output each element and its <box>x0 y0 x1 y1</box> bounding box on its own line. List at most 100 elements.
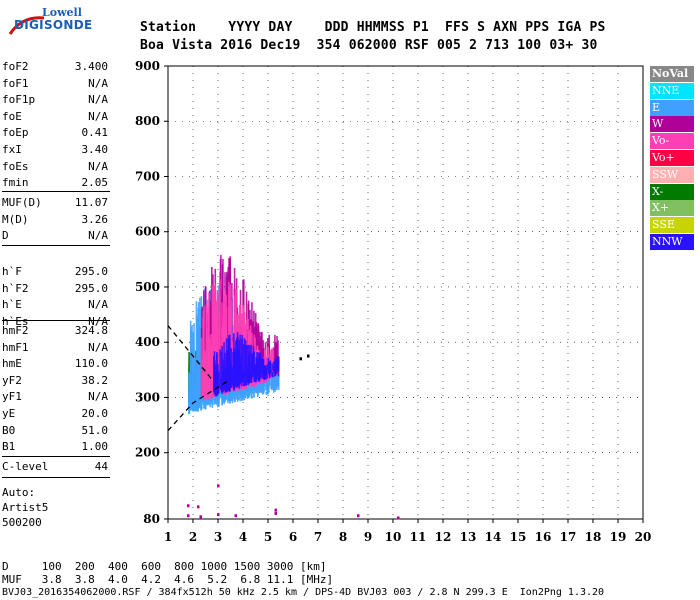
echo-trace-nnw <box>276 361 279 368</box>
x-tick-label: 9 <box>364 530 372 544</box>
legend-item-vo+: Vo+ <box>650 150 694 166</box>
echo-trace-nnw <box>269 361 272 371</box>
param-row: foE N/A <box>2 110 108 126</box>
echo-trace-vo- <box>255 380 258 385</box>
x-tick-label: 6 <box>289 530 297 544</box>
param-value: 0.41 <box>81 126 109 140</box>
echo-trace-w <box>261 331 263 372</box>
echo-trace-e <box>217 405 219 408</box>
echo-trace-e <box>269 371 271 386</box>
param-value: N/A <box>88 314 108 328</box>
param-value: 295.0 <box>74 281 108 295</box>
logo-swoosh-icon <box>8 16 45 35</box>
echo-trace-nnw <box>248 345 251 378</box>
param-row: h`F2 295.0 <box>2 282 108 298</box>
profile-curve-upper <box>167 325 214 382</box>
param-name: fxI <box>2 143 22 156</box>
x-tick-label: 2 <box>189 530 197 544</box>
param-name: hmE <box>2 357 22 371</box>
echo-trace-nnw <box>250 369 253 383</box>
param-value: N/A <box>88 229 108 243</box>
lowell-digisonde-logo: Lowell DIGISONDE <box>4 6 124 46</box>
echo-trace-nnw <box>233 381 236 391</box>
echo-trace-w <box>204 286 207 393</box>
echo-trace-nnw <box>264 365 267 371</box>
echo-trace-nnw <box>255 370 257 374</box>
echo-trace-nnw <box>231 366 234 386</box>
param-row: h`F 295.0 <box>2 265 108 281</box>
echo-trace-nne <box>219 385 221 399</box>
echo-trace-e <box>218 392 220 404</box>
echo-trace-vo- <box>204 350 206 397</box>
echo-trace-nnw <box>226 359 229 388</box>
param-row: hmF1 N/A <box>2 341 108 357</box>
echo-point <box>217 484 220 488</box>
echo-point <box>199 515 202 519</box>
echo-trace-nnw <box>233 348 236 384</box>
echo-trace-nnw <box>256 364 259 376</box>
echo-point <box>274 511 277 515</box>
echo-trace-vo- <box>230 300 233 387</box>
echo-trace-nnw <box>275 360 277 372</box>
echo-trace-e <box>263 384 266 388</box>
echo-trace-vo- <box>224 290 226 395</box>
logo-line2: DIGISONDE <box>14 18 93 32</box>
param-name: hmF1 <box>2 340 29 354</box>
echo-trace-e <box>194 358 197 411</box>
echo-trace-vo- <box>200 337 203 396</box>
legend-item-noval: NoVal <box>650 66 694 82</box>
echo-trace-nnw <box>234 352 236 380</box>
echo-point <box>299 357 302 361</box>
param-row: B0 51.0 <box>2 424 108 440</box>
x-tick-label: 16 <box>535 530 552 544</box>
x-tick-label: 8 <box>339 530 347 544</box>
echo-point <box>217 513 220 517</box>
echo-trace-e <box>227 384 229 404</box>
echo-point <box>274 508 277 512</box>
echo-trace-e <box>193 384 196 405</box>
param-name: fmin <box>2 176 29 190</box>
echo-trace-nnw <box>262 359 264 374</box>
param-value: 3.40 <box>81 143 109 156</box>
param-row: foF1p N/A <box>2 93 108 109</box>
echo-trace-nnw <box>270 370 273 373</box>
echo-trace-nnw <box>253 351 256 382</box>
echo-trace-nnw <box>274 362 277 366</box>
echo-trace-nne <box>205 401 208 405</box>
echo-trace-w <box>217 335 220 385</box>
x-tick-label: 11 <box>410 530 427 544</box>
echo-trace-nnw <box>263 372 266 381</box>
echo-trace-e <box>197 307 200 412</box>
echo-trace-e <box>276 370 278 390</box>
echo-trace-nnw <box>242 344 245 387</box>
legend-item-vo-: Vo- <box>650 133 694 150</box>
echo-trace-e <box>189 376 192 409</box>
echo-trace-e <box>266 375 269 392</box>
echo-trace-nnw <box>264 375 267 380</box>
y-tick-label: 200 <box>135 446 160 460</box>
x-tick-label: 14 <box>485 530 502 544</box>
artist-label: Artist5 <box>2 501 49 514</box>
legend-item-x-: X- <box>650 183 694 200</box>
echo-trace-nnw <box>220 352 223 389</box>
echo-trace-nnw <box>275 364 278 373</box>
param-row: yF1 N/A <box>2 390 108 406</box>
param-name: yF2 <box>2 373 22 387</box>
echo-trace-e <box>271 377 274 384</box>
echo-trace-nnw <box>227 338 230 392</box>
echo-trace-nnw <box>252 352 255 378</box>
echo-trace-e <box>228 398 230 401</box>
param-value: 1.00 <box>81 440 109 454</box>
x-tick-label: 3 <box>214 530 222 544</box>
echo-trace-nnw <box>236 345 239 380</box>
footer-distance-row: D 100 200 400 600 800 1000 1500 3000 [km… <box>2 560 327 573</box>
echo-trace-e <box>263 389 266 392</box>
legend-item-sse: SSE <box>650 217 694 234</box>
param-name: M(D) <box>2 212 29 226</box>
echo-trace-nnw <box>271 372 274 377</box>
echo-trace-e <box>273 376 276 390</box>
echo-trace-nnw <box>243 372 246 379</box>
echo-trace-vo- <box>262 379 264 384</box>
echo-trace-nnw <box>266 367 268 371</box>
